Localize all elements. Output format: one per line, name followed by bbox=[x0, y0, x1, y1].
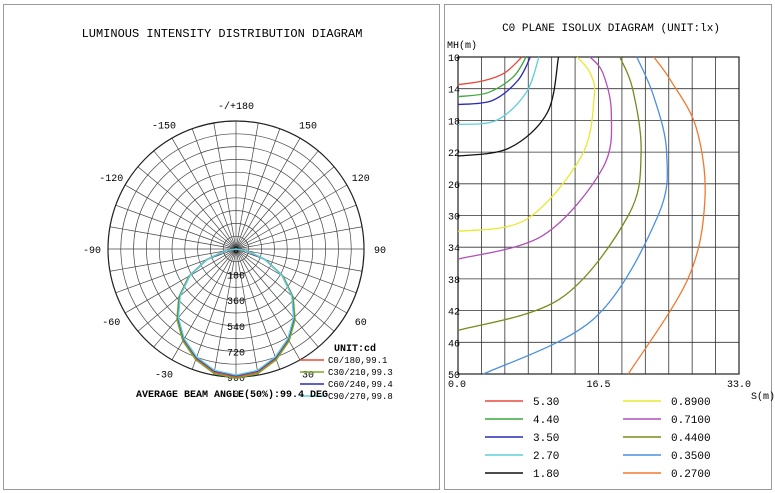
polar-grid-spoke bbox=[235, 248, 348, 314]
polar-angle-label: 150 bbox=[299, 121, 317, 132]
polar-grid-spoke bbox=[213, 248, 237, 376]
polar-grid-spoke bbox=[109, 248, 237, 272]
polar-grid-spoke bbox=[235, 248, 319, 348]
isolux-legend-label: 0.8900 bbox=[671, 397, 711, 409]
isolux-contour-line bbox=[457, 56, 527, 98]
polar-legend-label: C0/180,99.1 bbox=[328, 356, 387, 366]
isolux-legend-label: 2.70 bbox=[533, 451, 559, 463]
polar-grid-spoke bbox=[235, 248, 281, 370]
isolux-y-tick: 10 bbox=[448, 54, 460, 65]
polar-grid-spoke bbox=[213, 122, 237, 250]
polar-radial-tick: 0 bbox=[233, 246, 239, 257]
polar-grid-spoke bbox=[235, 248, 259, 376]
isolux-y-tick: 38 bbox=[448, 276, 460, 287]
polar-grid-spoke bbox=[235, 248, 363, 272]
polar-grid-spoke bbox=[115, 204, 237, 250]
isolux-contour-line bbox=[457, 56, 560, 157]
polar-legend-label: C90/270,99.8 bbox=[328, 392, 393, 402]
polar-angle-label: 120 bbox=[352, 174, 370, 185]
isolux-legend-label: 0.4400 bbox=[671, 433, 711, 445]
isolux-contour-line bbox=[483, 56, 669, 375]
isolux-legend-label: 3.50 bbox=[533, 433, 559, 445]
polar-grid-spoke bbox=[235, 248, 357, 294]
isolux-contour-line bbox=[457, 56, 596, 233]
polar-angle-label: -120 bbox=[99, 174, 123, 185]
polar-legend-label: C30/210,99.3 bbox=[328, 368, 393, 378]
isolux-x-tick: 33.0 bbox=[727, 380, 751, 391]
polar-grid-spoke bbox=[235, 150, 319, 250]
isolux-y-tick: 46 bbox=[448, 339, 460, 350]
polar-grid-spoke bbox=[137, 248, 237, 332]
polar-grid-spoke bbox=[235, 248, 335, 332]
polar-grid-spoke bbox=[171, 137, 237, 250]
polar-grid-spoke bbox=[235, 166, 335, 250]
polar-legend-label: C60/240,99.4 bbox=[328, 380, 393, 390]
isolux-contour-line bbox=[457, 56, 613, 260]
polar-unit-label: UNIT:cd bbox=[334, 343, 376, 355]
isolux-chart: C0 PLANE ISOLUX DIAGRAM (UNIT:lx) MH(m) 10… bbox=[447, 23, 775, 481]
isolux-y-tick: 14 bbox=[448, 86, 460, 97]
polar-series-curve bbox=[177, 248, 295, 376]
isolux-y-tick: 18 bbox=[448, 117, 460, 128]
isolux-y-tick: 34 bbox=[448, 244, 460, 255]
polar-radial-tick: 180 bbox=[227, 272, 245, 283]
isolux-contour-line bbox=[457, 56, 540, 126]
polar-grid-spoke bbox=[235, 128, 281, 250]
isolux-y-tick: 42 bbox=[448, 308, 460, 319]
isolux-legend-label: 5.30 bbox=[533, 397, 559, 409]
isolux-legend-label: 4.40 bbox=[533, 415, 559, 427]
isolux-title: C0 PLANE ISOLUX DIAGRAM (UNIT:lx) bbox=[502, 23, 720, 35]
polar-grid-spoke bbox=[235, 122, 259, 250]
polar-grid-spoke bbox=[191, 248, 237, 370]
polar-chart: LUMINOUS INTENSITY DISTRIBUTION DIAGRAM -… bbox=[82, 27, 393, 402]
isolux-contour-line bbox=[627, 56, 706, 375]
isolux-legend-label: 1.80 bbox=[533, 469, 559, 481]
polar-grid-spoke bbox=[124, 248, 237, 314]
polar-angle-label: 60 bbox=[355, 318, 367, 329]
polar-radial-tick: 720 bbox=[227, 348, 245, 359]
isolux-ylabel: MH(m) bbox=[447, 40, 477, 52]
polar-grid-spoke bbox=[153, 248, 237, 348]
isolux-y-tick: 22 bbox=[448, 149, 460, 160]
polar-grid-spoke bbox=[235, 226, 363, 250]
isolux-y-tick: 26 bbox=[448, 181, 460, 192]
polar-radial-tick: 540 bbox=[227, 323, 245, 334]
polar-grid-spoke bbox=[191, 128, 237, 250]
polar-grid-spoke bbox=[115, 248, 237, 294]
isolux-legend-label: 0.3500 bbox=[671, 451, 711, 463]
polar-grid-spoke bbox=[235, 184, 348, 250]
polar-angle-label: 30 bbox=[302, 371, 314, 382]
isolux-y-tick: 50 bbox=[448, 371, 460, 382]
isolux-plot-border bbox=[457, 56, 740, 375]
polar-grid-spoke bbox=[109, 226, 237, 250]
polar-angle-label: -30 bbox=[155, 371, 173, 382]
polar-grid-spoke bbox=[153, 150, 237, 250]
polar-angle-label: -90 bbox=[83, 246, 101, 257]
polar-angle-label: -150 bbox=[152, 121, 176, 132]
isolux-chart-panel: C0 PLANE ISOLUX DIAGRAM (UNIT:lx) MH(m) 10… bbox=[444, 4, 775, 490]
polar-angle-label: 0 bbox=[233, 390, 239, 401]
isolux-legend-label: 0.7100 bbox=[671, 415, 711, 427]
polar-angle-label: -/+180 bbox=[218, 101, 254, 113]
polar-chart-panel: LUMINOUS INTENSITY DISTRIBUTION DIAGRAM -… bbox=[3, 4, 440, 490]
chart-title: LUMINOUS INTENSITY DISTRIBUTION DIAGRAM bbox=[82, 27, 363, 41]
isolux-xlabel: S(m) bbox=[751, 391, 775, 403]
polar-grid-spoke bbox=[137, 166, 237, 250]
polar-radial-tick: 360 bbox=[227, 297, 245, 308]
polar-footer: AVERAGE BEAM ANGLE(50%):99.4 DEG bbox=[136, 389, 328, 401]
isolux-x-tick: 16.5 bbox=[586, 380, 610, 391]
isolux-contour-line bbox=[457, 56, 531, 106]
polar-grid-spoke bbox=[124, 184, 237, 250]
polar-radial-tick: 900 bbox=[227, 374, 245, 385]
isolux-contour-line bbox=[457, 56, 523, 86]
polar-angle-label: -60 bbox=[102, 318, 120, 329]
polar-grid-spoke bbox=[235, 137, 301, 250]
isolux-y-tick: 30 bbox=[448, 213, 460, 224]
isolux-x-tick: 0.0 bbox=[448, 380, 466, 391]
isolux-contour-line bbox=[457, 56, 642, 332]
polar-angle-label: 90 bbox=[374, 246, 386, 257]
isolux-legend-label: 0.2700 bbox=[671, 469, 711, 481]
polar-grid-spoke bbox=[235, 204, 357, 250]
